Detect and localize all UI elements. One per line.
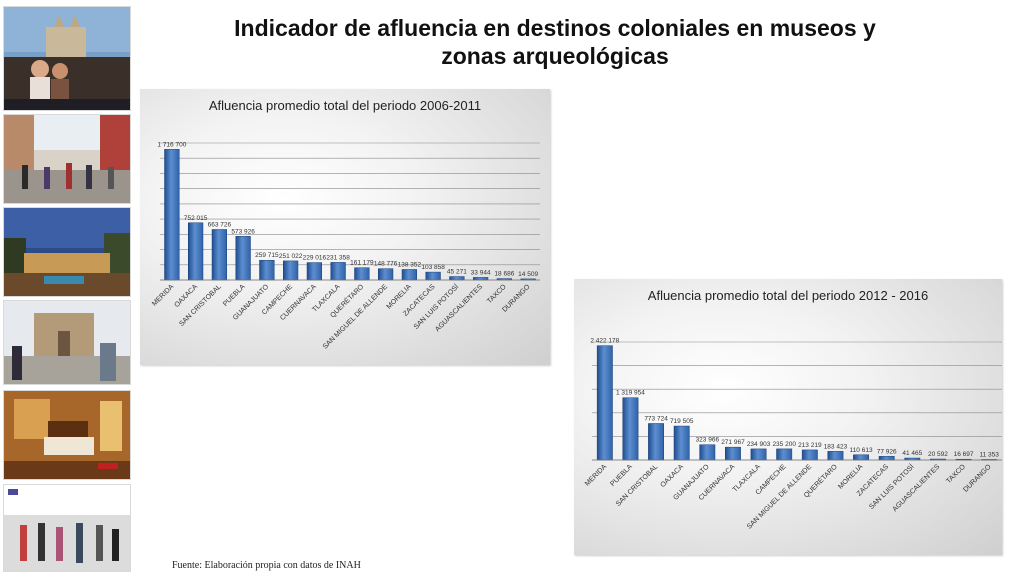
photo-hotel-room — [3, 390, 131, 480]
chart-2012-2016-bar — [622, 397, 639, 461]
photo-graphic — [4, 391, 130, 479]
chart-2012-2016-category-label: TAXCO — [945, 463, 967, 485]
chart-2012-2016-data-label: 2 422 178 — [590, 338, 619, 345]
chart-2006-2011-data-label: 573 926 — [231, 228, 255, 235]
chart-2006-2011-category-label: PUEBLA — [222, 283, 247, 308]
chart-2012-2016-data-label: 20 592 — [928, 451, 948, 458]
chart-2012-2016-data-label: 323 966 — [696, 437, 720, 444]
chart-2012-2016-data-label: 41 465 — [902, 450, 922, 457]
photo-crowded-colonial-street — [3, 114, 131, 204]
chart-2006-2011-data-label: 1 716 700 — [157, 141, 186, 148]
photo-graphic — [4, 115, 130, 203]
photo-church-plaza-tourists — [3, 300, 131, 385]
chart-2012-2016-data-label: 213 219 — [798, 442, 822, 449]
chart-2012-2016-category-label: OAXACA — [660, 463, 686, 489]
chart-2006-2011-data-label: 231 358 — [326, 254, 350, 261]
chart-2012-2016-bar — [750, 448, 767, 461]
photo-graphic — [4, 301, 130, 384]
chart-2006-2011-data-label: 251 022 — [279, 253, 303, 260]
chart-2012-2016-data-label: 719 505 — [670, 418, 694, 425]
chart-2006-2011-category-label: MERIDA — [151, 283, 175, 307]
slide-title: Indicador de afluencia en destinos colon… — [234, 15, 876, 69]
photo-hotel-pool-evening — [3, 207, 131, 297]
chart-2012-2016-category-label: PUEBLA — [609, 463, 634, 488]
chart-2012-2016-category-label: SAN LUIS POTOSÍ — [867, 462, 916, 511]
source-note: Fuente: Elaboración propia con datos de … — [172, 560, 361, 571]
chart-2012-2016-data-label: 110 613 — [850, 447, 873, 454]
chart-2006-2011-data-label: 33 944 — [471, 269, 491, 276]
chart-2012-2016-bar — [853, 454, 869, 461]
chart-2006-2011-bar — [330, 262, 346, 281]
chart-2006-2011-category-label: SAN CRISTOBAL — [178, 283, 223, 328]
chart-2012-2016-bar — [596, 345, 613, 461]
chart-2012-2016-bar — [648, 423, 664, 461]
chart-2006-2011-bar — [354, 267, 370, 281]
chart-2006-2011-category-label: TAXCO — [486, 283, 508, 305]
chart-2012-2016-category-label: MERIDA — [584, 463, 608, 487]
chart-2012-2016-data-label: 183 423 — [824, 443, 848, 450]
chart-2006-2011-title: Afluencia promedio total del periodo 200… — [209, 98, 481, 113]
photo-pedestrian-walkway — [3, 484, 131, 572]
chart-2012-2016-data-label: 16 697 — [954, 451, 974, 458]
chart-2006-2011-bar — [378, 268, 394, 281]
chart-2006-2011-bar — [401, 269, 417, 281]
chart-2006-2011-bar — [259, 259, 275, 281]
chart-2006-2011-data-label: 259 715 — [255, 252, 279, 259]
chart-2012-2016-data-label: 1 319 954 — [616, 390, 645, 397]
chart-2006-2011-data-label: 103 858 — [421, 264, 445, 271]
chart-2006-2011-data-label: 148 776 — [374, 261, 398, 268]
chart-2006-2011-bar — [235, 236, 251, 281]
chart-2012-2016-bar — [827, 451, 844, 461]
chart-2012-2016-data-label: 77 926 — [877, 448, 897, 455]
chart-2006-2011-bar — [306, 262, 322, 281]
chart-2012-2016-bar — [725, 446, 741, 461]
chart-2006-2011-category-label: AGUASCALIENTES — [434, 283, 484, 333]
chart-2012-2016-title: Afluencia promedio total del periodo 201… — [648, 288, 928, 303]
chart-2012-2016-data-label: 234 903 — [747, 441, 771, 448]
chart-2012-2016-bar — [878, 456, 895, 461]
chart-2006-2011-data-label: 138 352 — [398, 261, 422, 268]
chart-2006-2011-bar — [449, 276, 465, 281]
photo-strip — [0, 0, 132, 576]
chart-2006-2011-bar — [283, 260, 299, 281]
chart-2006-2011-data-label: 14 509 — [518, 271, 538, 278]
chart-2006-2011-data-label: 663 726 — [208, 221, 232, 228]
chart-2012-2016-data-label: 271 967 — [721, 439, 745, 446]
chart-2006-2011-bar — [211, 229, 227, 281]
chart-2006-2011-category-label: SAN LUIS POTOSÍ — [411, 282, 460, 331]
chart-2012-2016-bar — [801, 449, 818, 461]
chart-2012-2016-data-label: 235 200 — [772, 441, 796, 448]
chart-2006-2011-svg: Afluencia promedio total del periodo 200… — [151, 98, 540, 351]
chart-2006-2011-bar — [164, 149, 180, 281]
chart-2006-2011-data-label: 45 271 — [447, 269, 467, 276]
photo-graphic — [4, 485, 130, 571]
chart-2012-2016-category-label: MORELIA — [837, 463, 864, 490]
chart-2006-2011-data-label: 229 016 — [303, 255, 327, 262]
chart-2012-2016-data-label: 773 724 — [644, 415, 668, 422]
chart-2012-2016-bar — [673, 425, 690, 461]
chart-2012-2016-data-label: 11 353 — [979, 451, 999, 458]
chart-2012-2016-category-label: AGUASCALIENTES — [892, 463, 942, 513]
chart-2006-2011-bar — [425, 271, 441, 281]
chart-2012-2016-bar — [699, 444, 716, 461]
chart-2006-2011: Afluencia promedio total del periodo 200… — [140, 89, 550, 365]
photo-graphic — [4, 7, 130, 110]
photo-graphic — [4, 208, 130, 296]
chart-2012-2016-bar — [776, 448, 793, 461]
photo-colonial-cathedral-terrace — [3, 6, 131, 111]
chart-2006-2011-data-label: 161 179 — [350, 260, 374, 267]
chart-2012-2016-category-label: DURANGO — [962, 463, 993, 494]
chart-2006-2011-data-label: 18 686 — [494, 271, 514, 278]
chart-2006-2011-bar — [188, 222, 204, 281]
chart-2012-2016: Afluencia promedio total del periodo 201… — [574, 279, 1002, 555]
chart-2012-2016-svg: Afluencia promedio total del periodo 201… — [584, 288, 1002, 531]
chart-2006-2011-data-label: 752 015 — [184, 215, 208, 222]
